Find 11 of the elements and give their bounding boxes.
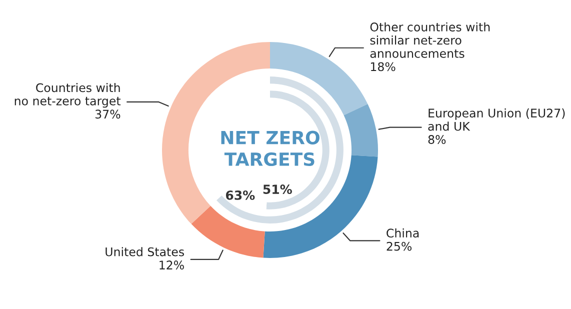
slice-label: Countries with no net-zero target [14,83,121,108]
data-label: 51% [263,184,292,194]
data-label: 18% [370,62,396,72]
slice-label: Other countries with similar net-zero announcements [370,22,490,58]
slice-label: European Union (EU27) and UK [428,108,565,131]
slice-label: United States [106,247,184,256]
data-label: 37% [95,110,120,119]
data-label: 12% [160,260,184,270]
data-label: 25% [386,242,412,251]
slice-label: China [386,228,419,238]
data-label: 8% [428,135,446,144]
